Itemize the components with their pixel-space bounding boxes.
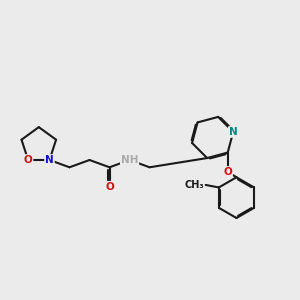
Text: NH: NH bbox=[121, 155, 138, 165]
Text: N: N bbox=[45, 155, 54, 165]
Text: O: O bbox=[105, 182, 114, 192]
Text: N: N bbox=[229, 127, 238, 137]
Text: O: O bbox=[24, 155, 32, 165]
Text: CH₃: CH₃ bbox=[185, 180, 204, 190]
Text: O: O bbox=[223, 167, 232, 177]
